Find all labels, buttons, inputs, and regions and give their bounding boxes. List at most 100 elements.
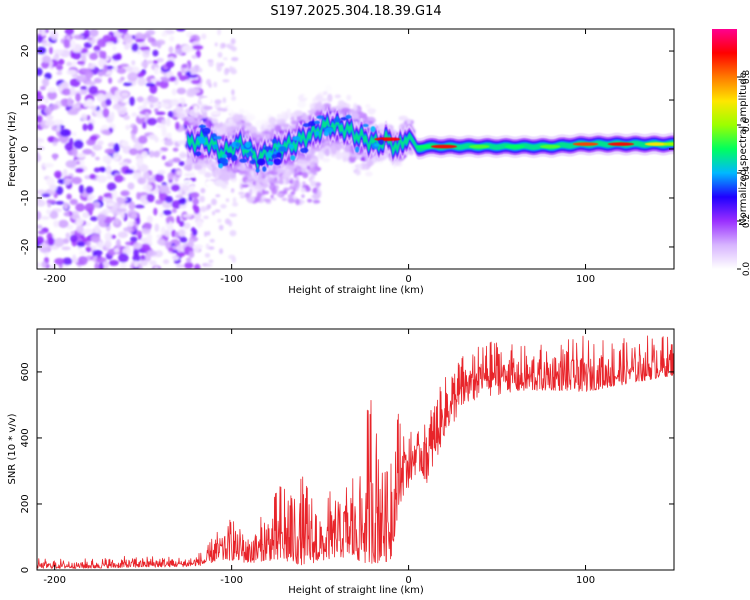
spectrogram-noise-blob (192, 45, 204, 50)
spectrogram-noise-blob (149, 103, 154, 109)
spectrogram-noise-blob (136, 96, 145, 103)
spectrogram-noise-blob (61, 88, 72, 96)
spectrogram-band-blob (297, 100, 307, 109)
spectrogram-noise-blob (44, 72, 52, 80)
spectrogram-noise-blob (104, 232, 112, 242)
spectrogram-noise-blob (152, 60, 159, 64)
spectrogram-band-blob (361, 163, 367, 170)
spectrogram-noise-blob (204, 231, 208, 237)
spectrogram-noise-blob (37, 142, 41, 147)
spectrogram-ridge-layer (187, 114, 674, 172)
spectrogram-noise-blob (153, 266, 159, 269)
spectrogram-noise-blob (76, 60, 86, 65)
spectrogram-noise-blob (49, 184, 58, 192)
spectrogram-noise-blob (201, 33, 207, 40)
spectrogram-noise-blob (178, 161, 185, 167)
spectrogram-band-hotspot (370, 126, 376, 133)
spectrogram-band-hotspot (276, 152, 282, 158)
spectrogram-noise-blob (189, 66, 197, 75)
spectrogram-noise-blob (37, 110, 41, 116)
spectrogram-noise-blob (75, 92, 81, 102)
spectrogram-band-blob (312, 193, 320, 200)
spectrogram-noise-blob (108, 259, 119, 266)
spectrogram-noise-blob (154, 250, 163, 258)
spectrogram-band-blob (183, 163, 193, 171)
spectrogram-noise-blob (96, 175, 107, 183)
spectrogram-noise-blob (214, 42, 218, 47)
spectrogram-y-tick-label: 20 (20, 45, 31, 58)
spectrogram-band-blob (188, 173, 194, 178)
spectrogram-noise-blob (154, 66, 159, 75)
spectrogram-band-blob (310, 88, 320, 93)
spectrogram-noise-blob (66, 193, 72, 200)
spectrogram-noise-blob (127, 72, 138, 82)
spectrogram-band-blob (341, 107, 351, 113)
spectrogram-noise-blob (77, 255, 88, 266)
spectrogram-band-blob (310, 180, 317, 187)
spectrogram-noise-blob (146, 233, 153, 242)
spectrogram-noise-blob (53, 220, 60, 228)
spectrogram-band-blob (221, 170, 230, 178)
spectrogram-band-blob (239, 165, 244, 171)
spectrogram-noise-blob (125, 65, 133, 72)
spectrogram-noise-blob (176, 215, 181, 224)
spectrogram-noise-blob (37, 146, 45, 151)
spectrogram-band-blob (247, 107, 258, 115)
spectrogram-band-blob (255, 119, 263, 128)
spectrogram-noise-blob (124, 168, 134, 174)
spectrogram-noise-blob (196, 83, 203, 89)
spectrogram-noise-blob (139, 255, 147, 262)
spectrogram-band-blob (229, 103, 239, 110)
spectrogram-noise-blob (132, 124, 138, 135)
spectrogram-band-blob (281, 197, 288, 201)
spectrogram-noise-blob (230, 46, 237, 52)
spectrogram-noise-blob (79, 250, 87, 256)
spectrogram-noise-blob (179, 153, 190, 158)
spectrogram-noise-blob (43, 163, 54, 168)
spectrogram-noise-blob (172, 157, 181, 163)
spectrogram-band-blob (355, 169, 361, 176)
spectrogram-noise-blob (135, 38, 145, 43)
spectrogram-noise-blob (67, 109, 79, 116)
spectrogram-band-blob (320, 142, 326, 149)
spectrogram-noise-blob (112, 65, 118, 72)
spectrogram-noise-blob (174, 231, 180, 239)
spectrogram-band-blob (295, 198, 301, 206)
spectrogram-noise-blob (94, 50, 100, 55)
spectrogram-band-hotspot (324, 127, 334, 133)
spectrogram-noise-blob (62, 168, 68, 176)
spectrogram-noise-blob (205, 263, 213, 267)
spectrogram-band-blob (350, 112, 360, 121)
spectrogram-band-hotspot (288, 144, 295, 150)
spectrogram-noise-blob (130, 212, 138, 219)
spectrogram-noise-blob (108, 77, 113, 84)
spectrogram-noise-blob (42, 42, 53, 47)
spectrogram-noise-blob (42, 55, 51, 64)
spectrogram-noise-blob (67, 97, 73, 107)
spectrogram-band-hotspot (290, 155, 296, 161)
snr-x-tick-label: 100 (576, 575, 595, 586)
spectrogram-noise-blob (85, 186, 94, 194)
spectrogram-band-blob (273, 180, 280, 185)
spectrogram-noise-blob (47, 237, 55, 246)
spectrogram-noise-blob (88, 85, 99, 95)
spectrogram-band-blob (406, 158, 411, 163)
spectrogram-noise-blob (200, 187, 206, 194)
spectrogram-band-blob (366, 117, 376, 123)
spectrogram-noise-blob (56, 64, 64, 71)
spectrogram-band-blob (225, 127, 234, 133)
spectrogram-band-blob (267, 176, 275, 183)
spectrogram-noise-blob (112, 103, 121, 110)
spectrogram-noise-blob (218, 224, 224, 231)
spectrogram-band-blob (276, 118, 281, 124)
spectrogram-noise-blob (157, 169, 166, 175)
spectrogram-noise-blob (181, 63, 188, 69)
spectrogram-noise-blob (104, 239, 112, 249)
spectrogram-noise-blob (141, 227, 151, 235)
spectrogram-band-blob (220, 182, 228, 190)
spectrogram-noise-blob (207, 246, 215, 250)
spectrogram-band-blob (182, 178, 193, 185)
spectrogram-band-blob (300, 168, 307, 172)
spectrogram-band-hotspot (222, 153, 228, 159)
spectrogram-noise-blob (99, 167, 106, 173)
